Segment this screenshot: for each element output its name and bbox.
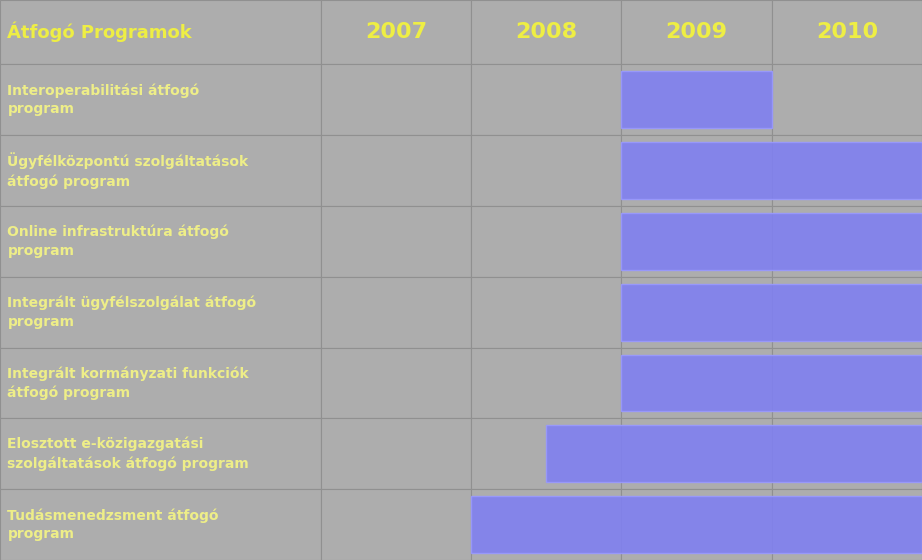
Bar (471, 135, 621, 206)
Bar (321, 206, 471, 277)
Text: Integrált ügyfélszolgálat átfogó
program: Integrált ügyfélszolgálat átfogó program (7, 296, 256, 329)
Bar (621, 348, 772, 418)
Bar (772, 418, 922, 489)
Bar (772, 135, 922, 206)
Bar (772, 64, 922, 135)
Bar (321, 64, 471, 135)
Bar (772, 0, 922, 64)
Bar (471, 348, 621, 418)
Bar (0, 348, 321, 418)
Bar (621, 418, 772, 489)
Bar (471, 64, 621, 135)
Bar (621, 284, 922, 340)
Bar (0, 206, 321, 277)
Bar (321, 135, 471, 206)
Bar (621, 64, 772, 135)
Bar (546, 426, 922, 482)
Bar (321, 418, 471, 489)
Bar (0, 0, 321, 64)
Bar (621, 354, 922, 411)
Bar (0, 277, 321, 348)
Text: Elosztott e-közigazgatási
szolgáltatások átfogó program: Elosztott e-közigazgatási szolgáltatások… (7, 437, 249, 470)
Bar (321, 0, 471, 64)
Bar (621, 206, 772, 277)
Bar (0, 418, 321, 489)
Bar (321, 277, 471, 348)
Bar (621, 142, 922, 199)
Bar (0, 135, 321, 206)
Text: 2009: 2009 (666, 22, 727, 42)
Bar (621, 213, 922, 270)
Text: Online infrastruktúra átfogó
program: Online infrastruktúra átfogó program (7, 225, 230, 258)
Text: Tudásmenedzsment átfogó
program: Tudásmenedzsment átfogó program (7, 508, 219, 541)
Bar (471, 277, 621, 348)
Text: Átfogó Programok: Átfogó Programok (7, 22, 192, 43)
Bar (621, 72, 772, 128)
Bar (471, 418, 621, 489)
Text: Integrált kormányzati funkciók
átfogó program: Integrált kormányzati funkciók átfogó pr… (7, 366, 249, 400)
Bar (471, 0, 621, 64)
Text: 2008: 2008 (515, 22, 577, 42)
Bar (321, 489, 471, 560)
Bar (772, 489, 922, 560)
Bar (772, 277, 922, 348)
Text: 2007: 2007 (365, 22, 427, 42)
Bar (471, 206, 621, 277)
Bar (0, 489, 321, 560)
Bar (772, 206, 922, 277)
Bar (0, 64, 321, 135)
Bar (621, 489, 772, 560)
Bar (321, 348, 471, 418)
Bar (621, 277, 772, 348)
Bar (772, 348, 922, 418)
Text: Ügyfélközpontú szolgáltatások
átfogó program: Ügyfélközpontú szolgáltatások átfogó pro… (7, 153, 249, 189)
Text: 2010: 2010 (816, 22, 878, 42)
Bar (471, 489, 621, 560)
Bar (621, 0, 772, 64)
Bar (471, 496, 922, 553)
Bar (621, 135, 772, 206)
Text: Interoperabilitási átfogó
program: Interoperabilitási átfogó program (7, 83, 200, 116)
